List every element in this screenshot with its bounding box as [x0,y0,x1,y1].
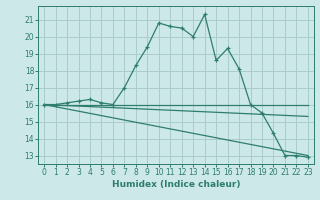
X-axis label: Humidex (Indice chaleur): Humidex (Indice chaleur) [112,180,240,189]
